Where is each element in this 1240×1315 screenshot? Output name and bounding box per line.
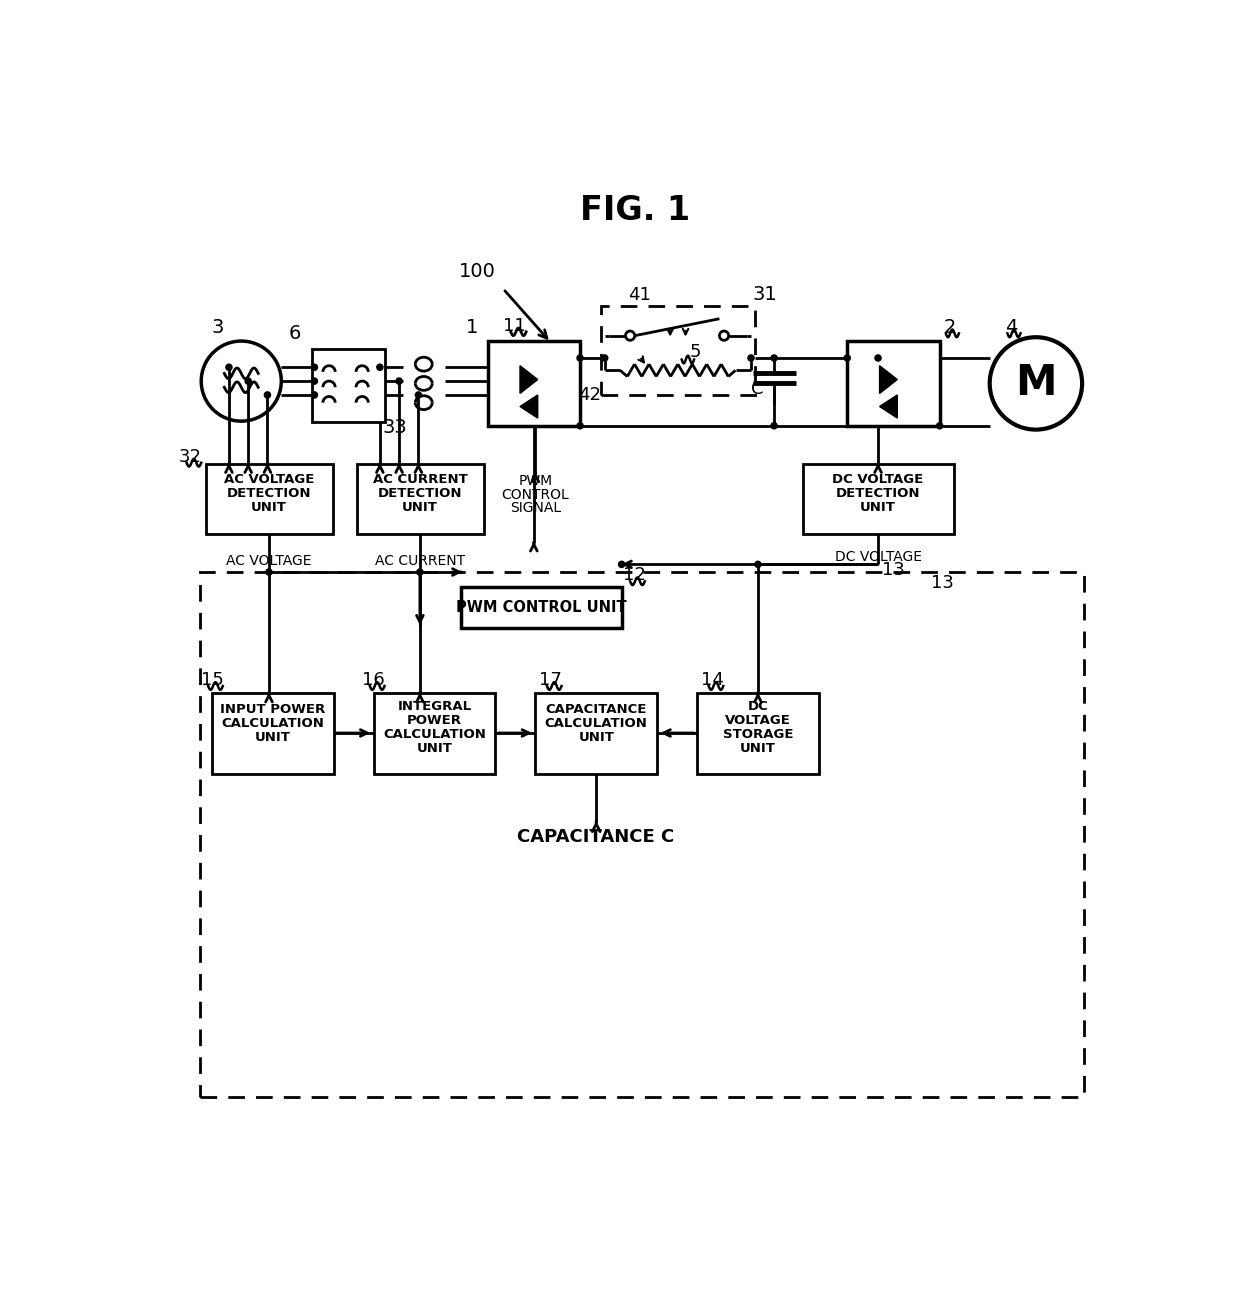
Text: UNIT: UNIT <box>740 742 776 755</box>
Text: 3: 3 <box>212 318 224 337</box>
Bar <box>697 693 818 773</box>
Text: 4: 4 <box>1006 318 1018 337</box>
Text: 11: 11 <box>503 317 526 334</box>
Text: AC CURRENT: AC CURRENT <box>372 473 467 487</box>
Bar <box>357 464 484 534</box>
Bar <box>212 693 334 773</box>
Text: CALCULATION: CALCULATION <box>544 717 647 730</box>
Text: 17: 17 <box>539 671 562 689</box>
Text: CAPACITANCE C: CAPACITANCE C <box>517 828 675 846</box>
Circle shape <box>396 377 402 384</box>
Text: SIGNAL: SIGNAL <box>510 501 560 515</box>
Text: 13: 13 <box>930 573 954 592</box>
Polygon shape <box>879 366 898 393</box>
Circle shape <box>748 355 754 362</box>
Circle shape <box>771 355 777 362</box>
Text: 41: 41 <box>627 285 651 304</box>
Text: 15: 15 <box>201 671 223 689</box>
Circle shape <box>844 355 851 362</box>
Circle shape <box>771 422 777 429</box>
Text: UNIT: UNIT <box>250 501 286 514</box>
Circle shape <box>377 364 383 371</box>
Circle shape <box>265 569 272 575</box>
Text: STORAGE: STORAGE <box>723 729 794 742</box>
Text: DC: DC <box>748 701 769 713</box>
Text: DETECTION: DETECTION <box>227 487 311 500</box>
Text: POWER: POWER <box>407 714 463 727</box>
Text: 32: 32 <box>179 447 202 466</box>
Text: UNIT: UNIT <box>861 501 897 514</box>
Text: 13: 13 <box>882 560 905 579</box>
Circle shape <box>577 355 583 362</box>
Bar <box>206 464 332 534</box>
Bar <box>201 572 1085 1097</box>
Text: DETECTION: DETECTION <box>836 487 920 500</box>
Text: VOLTAGE: VOLTAGE <box>725 714 791 727</box>
Circle shape <box>311 377 317 384</box>
Text: 16: 16 <box>362 671 386 689</box>
Text: M: M <box>1016 363 1056 405</box>
Text: 100: 100 <box>459 262 496 281</box>
Circle shape <box>625 331 635 341</box>
Text: INPUT POWER: INPUT POWER <box>221 704 325 717</box>
Text: PWM CONTROL UNIT: PWM CONTROL UNIT <box>456 600 627 615</box>
Circle shape <box>875 355 882 362</box>
Polygon shape <box>520 394 538 418</box>
Text: DC VOLTAGE: DC VOLTAGE <box>835 550 921 564</box>
Text: FIG. 1: FIG. 1 <box>580 193 691 226</box>
Text: 12: 12 <box>622 567 645 584</box>
Polygon shape <box>879 394 898 418</box>
Circle shape <box>226 364 232 371</box>
Text: 31: 31 <box>753 285 777 304</box>
Text: 14: 14 <box>701 671 724 689</box>
Text: DC VOLTAGE: DC VOLTAGE <box>832 473 924 487</box>
Text: C: C <box>751 380 764 398</box>
Text: UNIT: UNIT <box>578 731 614 744</box>
Bar <box>847 341 940 426</box>
Bar <box>601 306 755 394</box>
Text: 1: 1 <box>466 318 479 337</box>
Circle shape <box>246 377 252 384</box>
Bar <box>461 588 622 627</box>
Text: AC CURRENT: AC CURRENT <box>374 554 465 568</box>
Text: 6: 6 <box>289 323 301 343</box>
Text: DETECTION: DETECTION <box>378 487 463 500</box>
Text: UNIT: UNIT <box>417 742 453 755</box>
Text: 5: 5 <box>689 343 702 360</box>
Text: AC VOLTAGE: AC VOLTAGE <box>223 473 314 487</box>
Polygon shape <box>520 366 538 393</box>
Circle shape <box>577 422 583 429</box>
Circle shape <box>415 392 422 398</box>
Text: 2: 2 <box>944 318 956 337</box>
Text: UNIT: UNIT <box>402 501 438 514</box>
Circle shape <box>311 364 317 371</box>
Text: 33: 33 <box>383 418 408 437</box>
Bar <box>487 341 580 426</box>
Bar <box>804 464 954 534</box>
Circle shape <box>719 331 729 341</box>
Text: CAPACITANCE: CAPACITANCE <box>546 704 647 717</box>
Bar <box>373 693 495 773</box>
Text: CONTROL: CONTROL <box>501 488 569 502</box>
Text: CALCULATION: CALCULATION <box>383 729 486 742</box>
Circle shape <box>936 422 942 429</box>
Circle shape <box>601 355 608 362</box>
Text: INTEGRAL: INTEGRAL <box>398 701 471 713</box>
Text: PWM: PWM <box>518 475 553 488</box>
Text: UNIT: UNIT <box>255 731 290 744</box>
Text: AC VOLTAGE: AC VOLTAGE <box>226 554 311 568</box>
Circle shape <box>619 562 625 568</box>
Circle shape <box>417 569 423 575</box>
Circle shape <box>311 392 317 398</box>
Bar <box>312 348 386 422</box>
Circle shape <box>755 562 761 568</box>
Bar <box>536 693 657 773</box>
Text: 42: 42 <box>578 387 601 404</box>
Text: CALCULATION: CALCULATION <box>222 717 325 730</box>
Circle shape <box>264 392 270 398</box>
